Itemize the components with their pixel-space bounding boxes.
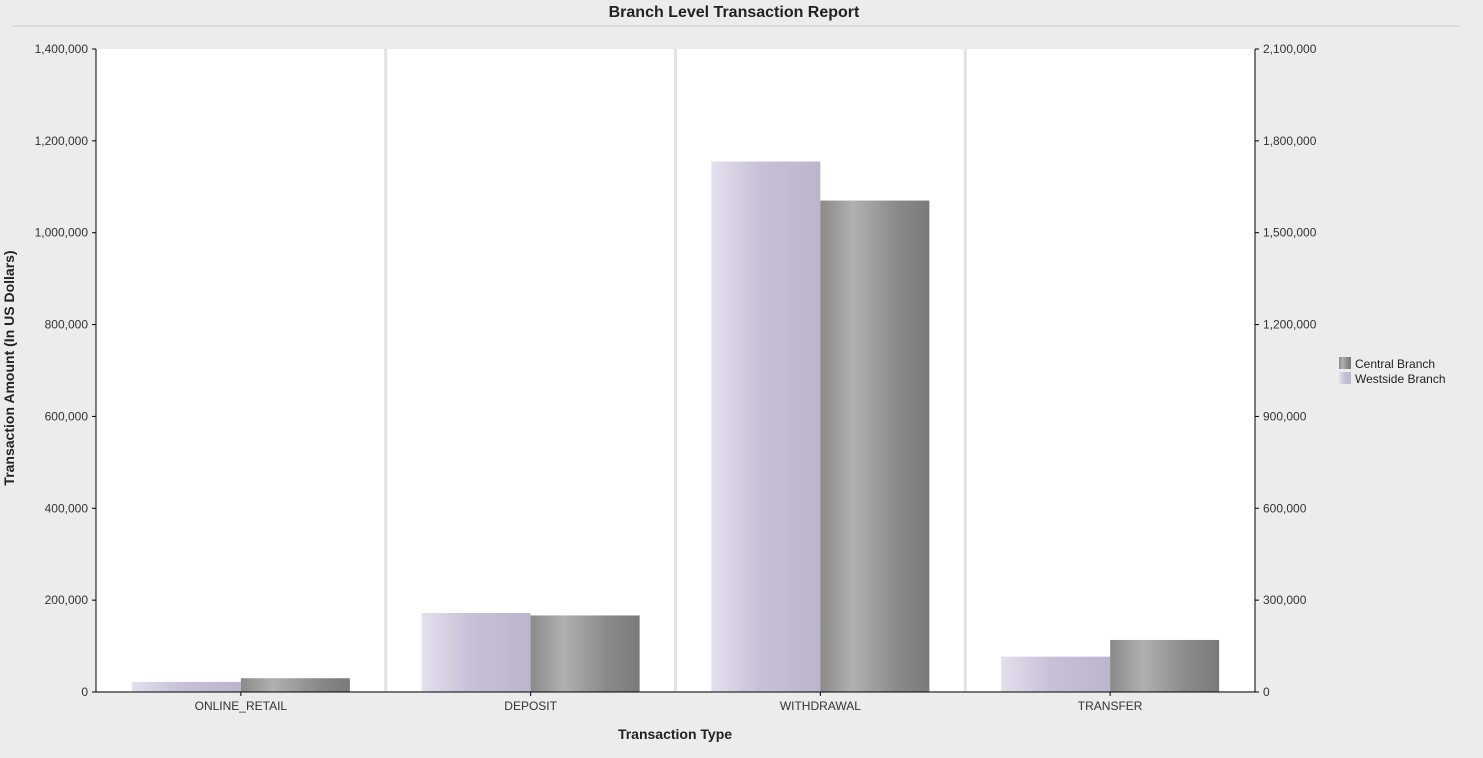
y-tick-label-left: 200,000 [45,593,89,607]
bar-central-branch-deposit [530,615,640,692]
y-tick-label-right: 900,000 [1263,409,1307,423]
y-tick-label-right: 1,800,000 [1263,134,1317,148]
y-tick-label-right: 600,000 [1263,501,1307,515]
bar-westside-branch-transfer [1001,656,1111,692]
y-tick-label-right: 1,500,000 [1263,226,1317,240]
bar-central-branch-transfer [1110,639,1220,692]
legend-label: Westside Branch [1355,372,1446,386]
chart-title: Branch Level Transaction Report [609,4,860,21]
x-tick-label: DEPOSIT [504,699,557,713]
bar-central-branch-online_retail [240,678,350,692]
y-tick-label-left: 1,400,000 [35,42,89,56]
x-tick-label: WITHDRAWAL [780,699,861,713]
y-ticks-right: 0 300,000 600,000 900,000 1,200,000 1,500,000… [1255,42,1317,699]
legend-swatch [1339,372,1351,384]
y-ticks-left: 0 200,000 400,000 600,000 800,000 1,000,000 1,… [35,42,96,699]
y-tick-label-left: 400,000 [45,501,89,515]
y-tick-label-left: 800,000 [45,318,89,332]
y-tick-label-left: 1,200,000 [35,134,89,148]
y-tick-label-right: 1,200,000 [1263,318,1317,332]
y-tick-label-left: 0 [81,685,88,699]
y-tick-label-right: 300,000 [1263,593,1307,607]
x-ticks: ONLINE_RETAIL DEPOSIT WITHDRAWAL TRANSFER [195,692,1143,713]
y-tick-label-left: 600,000 [45,409,89,423]
x-tick-label: TRANSFER [1078,699,1143,713]
bar-westside-branch-deposit [421,613,531,692]
category-separators [384,49,967,692]
legend-label: Central Branch [1355,357,1435,371]
bar-westside-branch-online_retail [131,681,241,692]
y-tick-label-left: 1,000,000 [35,226,89,240]
y-tick-label-right: 0 [1263,685,1270,699]
y-axis-title: Transaction Amount (In US Dollars) [1,250,17,485]
x-tick-label: ONLINE_RETAIL [195,699,288,713]
bar-central-branch-withdrawal [820,200,930,693]
bars-group [131,161,1220,693]
legend-swatch [1339,357,1351,369]
y-tick-label-right: 2,100,000 [1263,42,1317,56]
x-axis-title: Transaction Type [618,726,732,742]
bar-westside-branch-withdrawal [711,161,821,692]
